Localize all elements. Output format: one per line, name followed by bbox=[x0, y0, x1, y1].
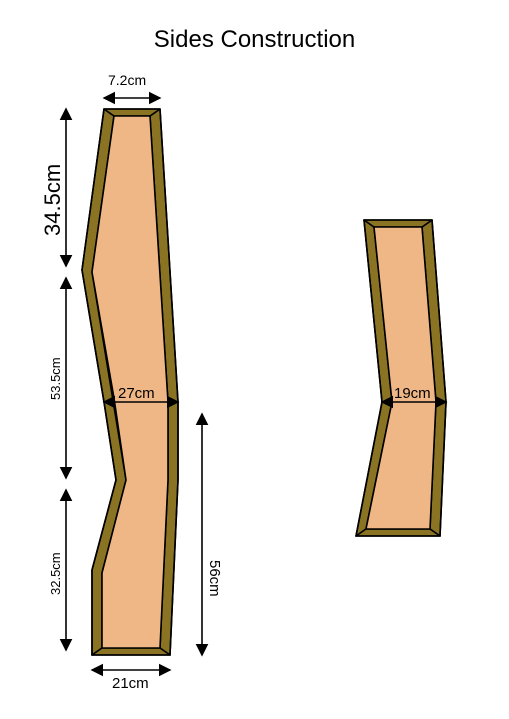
left-frame-top bbox=[104, 109, 160, 116]
diagram-canvas: 7.2cm 27cm 21cm 19cm 34.5cm 53.5cm 32.5cm 56cm bbox=[0, 0, 509, 719]
svg-text:34.5cm: 34.5cm bbox=[40, 164, 65, 236]
svg-text:56cm: 56cm bbox=[206, 560, 223, 597]
svg-text:7.2cm: 7.2cm bbox=[108, 72, 146, 88]
svg-text:32.5cm: 32.5cm bbox=[48, 552, 63, 595]
left-side-piece bbox=[82, 109, 178, 655]
svg-text:19cm: 19cm bbox=[394, 385, 431, 402]
svg-text:21cm: 21cm bbox=[112, 675, 149, 692]
right-frame-bot bbox=[356, 529, 440, 536]
left-frame-bot bbox=[92, 648, 170, 655]
right-frame-top bbox=[364, 220, 432, 227]
svg-text:53.5cm: 53.5cm bbox=[48, 357, 63, 400]
svg-text:27cm: 27cm bbox=[118, 385, 155, 402]
right-side-piece bbox=[356, 220, 446, 536]
